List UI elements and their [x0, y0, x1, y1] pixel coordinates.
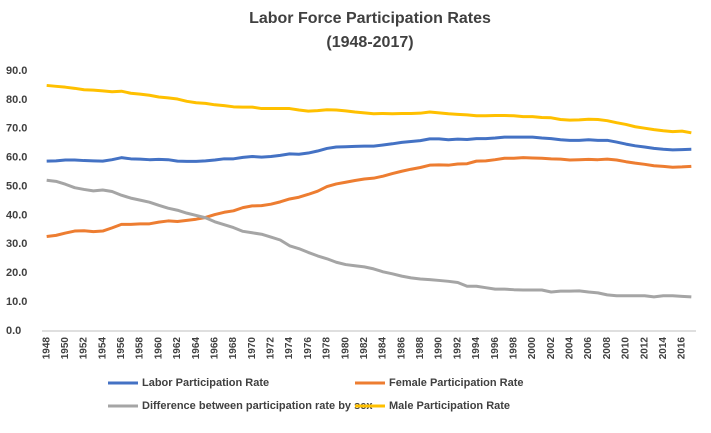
y-tick-label: 50.0	[6, 180, 27, 192]
series-line	[46, 135, 692, 163]
series-line	[46, 178, 692, 299]
y-tick-label: 10.0	[6, 296, 27, 308]
x-tick-label: 2006	[583, 337, 594, 360]
chart-subtitle: (1948-2017)	[326, 34, 413, 51]
x-tick-label: 2014	[658, 337, 669, 360]
legend-label: Difference between participation rate by…	[142, 400, 373, 412]
x-tick-label: 1990	[434, 337, 445, 360]
x-tick-label: 1988	[415, 337, 426, 360]
legend-label: Female Participation Rate	[389, 377, 524, 389]
x-tick-label: 1954	[97, 337, 108, 360]
x-tick-label: 2008	[602, 337, 613, 360]
x-tick-label: 1968	[228, 337, 239, 360]
x-tick-label: 1996	[490, 337, 501, 360]
x-tick-label: 1958	[135, 337, 146, 360]
y-tick-label: 0.0	[6, 325, 21, 337]
legend-label: Labor Participation Rate	[142, 377, 269, 389]
x-tick-label: 1984	[378, 337, 389, 360]
series-line	[46, 156, 692, 239]
x-tick-label: 1970	[247, 337, 258, 360]
x-tick-label: 1952	[79, 337, 90, 360]
x-tick-label: 1960	[153, 337, 164, 360]
x-tick-label: 1976	[303, 337, 314, 360]
x-tick-label: 2002	[546, 337, 557, 360]
y-tick-label: 30.0	[6, 238, 27, 250]
x-tick-label: 1980	[340, 337, 351, 360]
x-tick-label: 1986	[396, 337, 407, 360]
x-tick-label: 1962	[172, 337, 183, 360]
y-tick-label: 70.0	[6, 123, 27, 135]
y-tick-label: 40.0	[6, 209, 27, 221]
series-line	[46, 83, 692, 135]
x-tick-label: 1994	[471, 337, 482, 360]
legend-label: Male Participation Rate	[389, 400, 510, 412]
y-tick-label: 90.0	[6, 65, 27, 77]
x-tick-label: 1964	[191, 337, 202, 360]
x-tick-label: 1974	[284, 337, 295, 360]
x-tick-label: 1956	[116, 337, 127, 360]
y-tick-label: 60.0	[6, 152, 27, 164]
x-tick-label: 2010	[621, 337, 632, 360]
x-tick-label: 1966	[209, 337, 220, 360]
x-tick-label: 1992	[452, 337, 463, 360]
x-tick-label: 1982	[359, 337, 370, 360]
x-tick-label: 2012	[639, 337, 650, 360]
x-tick-label: 2004	[565, 337, 576, 360]
y-tick-label: 80.0	[6, 94, 27, 106]
x-tick-label: 1998	[508, 337, 519, 360]
chart-title: Labor Force Participation Rates	[249, 10, 491, 27]
x-tick-label: 1950	[60, 337, 71, 360]
x-tick-label: 2000	[527, 337, 538, 360]
x-tick-label: 2016	[677, 337, 688, 360]
x-tick-label: 1948	[41, 337, 52, 360]
y-tick-label: 20.0	[6, 267, 27, 279]
x-tick-label: 1978	[322, 337, 333, 360]
x-tick-label: 1972	[266, 337, 277, 360]
